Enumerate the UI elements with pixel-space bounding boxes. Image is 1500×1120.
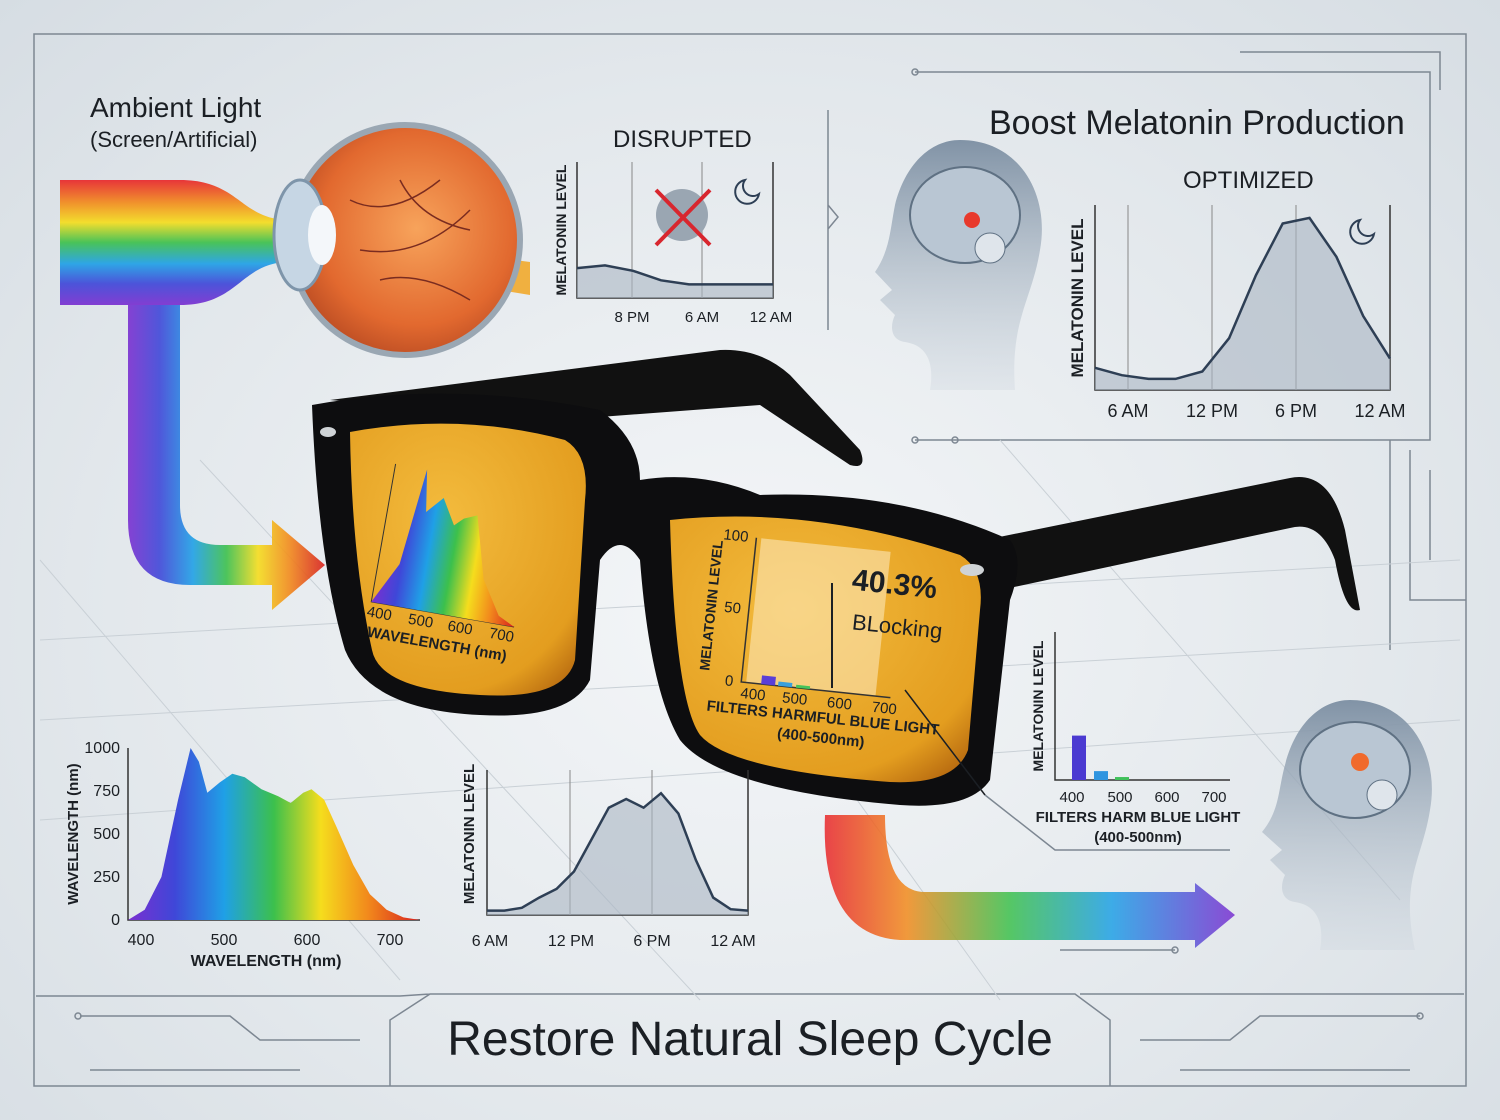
callout-line	[904, 689, 986, 796]
chart-filter-bars: 400 500 600 700 MELATONIN LEVEL FILTERS HARM …	[1030, 632, 1240, 846]
x-tick-label: 600	[294, 932, 321, 949]
melatonin-area	[1095, 217, 1390, 390]
rainbow-arrow-to-head	[824, 815, 1235, 948]
x-tick-label: 700	[488, 625, 516, 646]
melatonin-curve	[1094, 216, 1392, 381]
chart-panel	[746, 538, 891, 697]
x-tick-label: 500	[781, 689, 808, 709]
boost-melatonin-title: Boost Melatonin Production	[989, 104, 1405, 142]
melatonin-area	[577, 265, 773, 298]
chart-disrupted: 8 PM 6 AM 12 AM MELATONIN LEVEL	[553, 162, 792, 326]
bar	[778, 681, 793, 688]
ambient-light-title: Ambient Light	[90, 92, 262, 123]
y-tick-label: 1000	[84, 740, 120, 757]
x-tick-label: 600	[446, 618, 474, 639]
x-tick-label: 400	[366, 603, 394, 624]
y-axis-label: MELATONIN LEVEL	[1030, 640, 1046, 771]
chart-axes	[740, 537, 891, 699]
x-tick-label: 6 PM	[633, 933, 670, 950]
y-axis-label: WAVELENGTH (nm)	[65, 763, 82, 904]
x-tick-label: 6 AM	[685, 309, 719, 326]
rainbow-beam-to-eye	[60, 180, 290, 305]
x-tick-label: 12 AM	[710, 933, 755, 950]
moon-zzz-icon	[734, 178, 1376, 245]
chart-axes	[1054, 632, 1230, 781]
x-tick-label: 600	[826, 694, 853, 714]
x-tick-label: 12 PM	[548, 933, 594, 950]
y-tick-label: 0	[111, 912, 120, 929]
x-tick-label: 12 PM	[1186, 401, 1238, 421]
x-axis-label: FILTERS HARM BLUE LIGHT	[1036, 809, 1241, 826]
x-tick-label: 500	[211, 932, 238, 949]
x-tick-label: 12 AM	[1354, 401, 1405, 421]
crossed-out-circle-icon	[654, 188, 712, 247]
x-tick-label: 500	[407, 611, 435, 632]
x-tick-label: 400	[740, 685, 767, 705]
bar	[761, 675, 776, 686]
optimized-title: OPTIMIZED	[1183, 167, 1314, 194]
x-tick-label: 8 PM	[614, 309, 649, 326]
x-tick-label: 400	[1059, 789, 1084, 806]
bar	[1094, 771, 1108, 780]
x-tick-label: 6 PM	[1275, 401, 1317, 421]
x-axis-label: (400-500nm)	[1094, 829, 1182, 846]
y-tick-label: 50	[723, 599, 741, 618]
bar	[1115, 777, 1129, 780]
y-axis-label: MELATONIN LEVEL	[1068, 219, 1087, 378]
y-axis-label: MELATONIN LEVEL	[553, 164, 569, 295]
eye-illustration	[272, 122, 530, 358]
bar	[795, 684, 811, 690]
melatonin-area	[487, 793, 748, 915]
x-axis-label: WAVELENGTH (nm)	[191, 953, 342, 970]
disrupted-title: DISRUPTED	[613, 126, 752, 153]
head-silhouette-bottom	[1262, 700, 1432, 950]
y-tick-label: 100	[723, 526, 750, 546]
spectrum-area	[128, 748, 420, 920]
x-tick-label: 400	[128, 932, 155, 949]
x-tick-label: 6 AM	[1107, 401, 1148, 421]
y-tick-label: 250	[93, 869, 120, 886]
rainbow-arrow-to-lens	[128, 305, 325, 610]
y-tick-label: 0	[724, 672, 734, 690]
y-axis-label: MELATONIN LEVEL	[461, 764, 478, 904]
x-tick-label: 12 AM	[750, 309, 793, 326]
x-tick-label: 700	[871, 699, 898, 719]
y-tick-label: 500	[93, 826, 120, 843]
melatonin-curve	[487, 791, 749, 912]
bar	[1072, 735, 1086, 780]
x-tick-label: 700	[1201, 789, 1226, 806]
restore-sleep-cycle-title: Restore Natural Sleep Cycle	[447, 1013, 1053, 1066]
spectrum-area	[371, 469, 515, 627]
frame-decoration	[33, 33, 1467, 1087]
melatonin-curve	[576, 264, 773, 286]
y-tick-label: 750	[93, 783, 120, 800]
x-tick-label: 700	[377, 932, 404, 949]
x-tick-label: 500	[1107, 789, 1132, 806]
ambient-light-subtitle: (Screen/Artificial)	[90, 127, 258, 152]
x-tick-label: 6 AM	[472, 933, 508, 950]
chart-melatonin: 6 AM 12 PM 6 PM 12 AM MELATONIN LEVEL	[461, 764, 756, 950]
head-silhouette-top	[875, 140, 1042, 390]
x-tick-label: 600	[1154, 789, 1179, 806]
chart-optimized: 6 AM 12 PM 6 PM 12 AM MELATONIN LEVEL	[1068, 205, 1406, 421]
